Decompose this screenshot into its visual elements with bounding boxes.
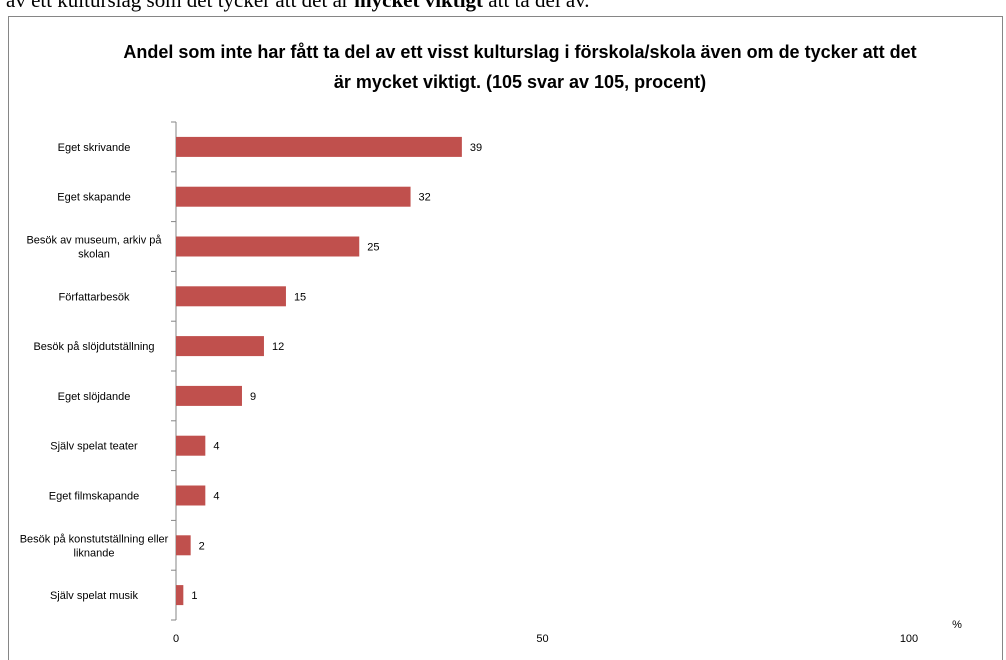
y-tick-label: Besök på slöjdutställning <box>33 341 154 353</box>
data-label: 25 <box>367 242 379 254</box>
header-part: av ett kulturslag som det tycker att det… <box>6 0 354 12</box>
y-tick-label: Eget skrivande <box>58 142 131 154</box>
bar <box>176 585 184 606</box>
y-tick-label: Besök av museum, arkiv på skolan <box>26 235 162 261</box>
bar <box>176 435 206 456</box>
header-part: att ta del av. <box>483 0 590 12</box>
bar <box>176 336 264 357</box>
data-label: 4 <box>213 491 219 503</box>
data-label: 1 <box>191 590 197 602</box>
chart-title: Andel som inte har fått ta del av ett vi… <box>123 42 916 92</box>
x-tick-label: 50 <box>536 633 548 645</box>
bar <box>176 286 286 307</box>
x-axis-label: % <box>952 619 962 631</box>
bar <box>176 535 191 556</box>
data-label: 15 <box>294 291 306 303</box>
bar <box>176 485 206 506</box>
bar <box>176 385 242 406</box>
data-label: 4 <box>213 441 219 453</box>
data-label: 2 <box>199 540 205 552</box>
data-label: 12 <box>272 341 284 353</box>
header-part: mycket viktigt <box>354 0 483 12</box>
y-tick-label: Eget slöjdande <box>58 391 131 403</box>
y-tick-label: Eget filmskapande <box>49 491 140 503</box>
y-tick-label: Besök på konstutställning eller liknande <box>20 533 169 559</box>
data-label: 39 <box>470 142 482 154</box>
y-tick-label: Författarbesök <box>59 291 130 303</box>
bar <box>176 136 462 157</box>
header-text: av ett kulturslag som det tycker att det… <box>6 0 590 12</box>
data-label: 32 <box>419 192 431 204</box>
bar <box>176 186 411 207</box>
y-tick-label: Själv spelat teater <box>50 441 138 453</box>
chart-frame <box>8 16 1003 660</box>
y-tick-label: Eget skapande <box>57 192 130 204</box>
y-tick-label: Själv spelat musik <box>50 590 139 602</box>
x-tick-label: 100 <box>900 633 918 645</box>
x-tick-label: 0 <box>173 633 179 645</box>
bar <box>176 236 360 257</box>
data-label: 9 <box>250 391 256 403</box>
